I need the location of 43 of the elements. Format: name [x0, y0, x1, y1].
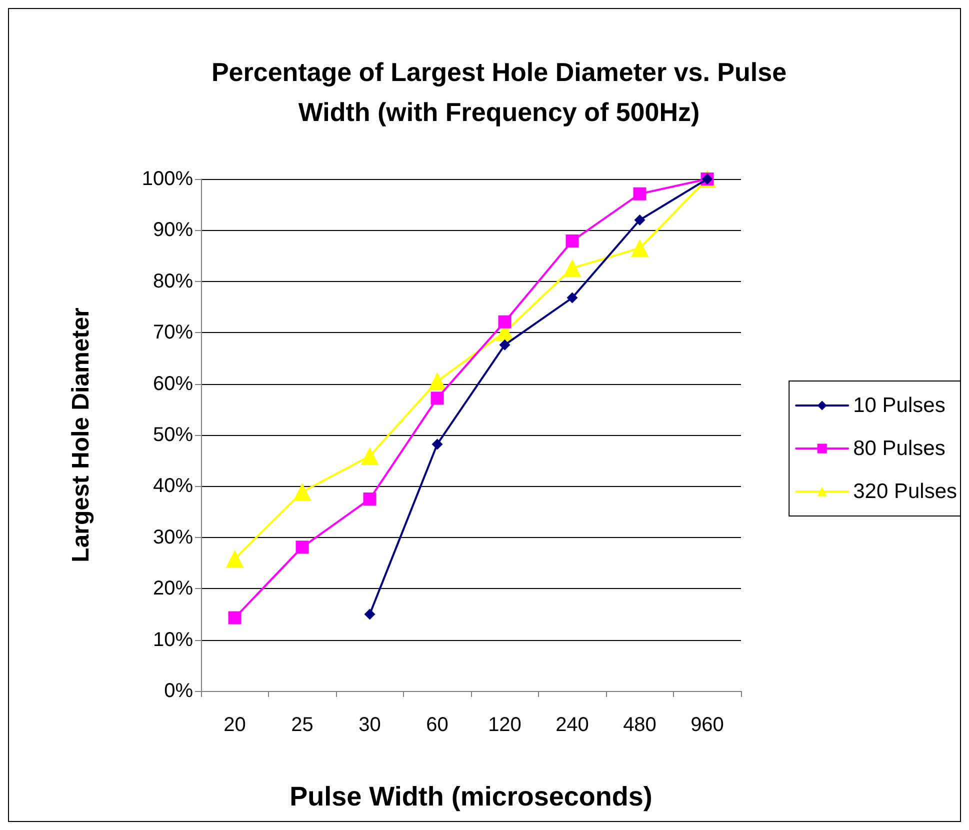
- y-tick-label: 60%: [152, 372, 194, 395]
- point: [226, 550, 244, 568]
- x-tick-label: 30: [358, 714, 381, 736]
- x-axis-title: Pulse Width (microseconds): [290, 782, 652, 812]
- point: [432, 438, 443, 450]
- x-tick-label: 960: [690, 714, 724, 736]
- y-tick-label: 0%: [164, 680, 194, 702]
- point: [630, 239, 649, 258]
- point: [499, 339, 510, 350]
- point: [430, 392, 444, 405]
- point: [498, 315, 512, 328]
- y-tick-label: 30%: [152, 526, 194, 548]
- point: [293, 482, 312, 501]
- point: [296, 540, 309, 554]
- chart-title: Percentage of Largest Hole Diameter vs. Pulse Width (with Frequency of 500Hz): [211, 57, 787, 127]
- y-tick-label: 70%: [152, 322, 194, 344]
- legend-label: 10 Pulses: [853, 394, 946, 417]
- x-tick-label: 480: [623, 714, 656, 736]
- y-axis-title: Largest Hole Diameter: [68, 308, 94, 562]
- x-tick-label: 120: [488, 714, 522, 736]
- x-tick-label: 240: [556, 714, 589, 736]
- y-tick-label: 20%: [152, 578, 194, 600]
- y-tick-label: 90%: [152, 219, 194, 242]
- x-tick-label: 60: [426, 714, 448, 736]
- y-tick-label: 100%: [142, 168, 194, 190]
- point: [563, 259, 582, 278]
- point: [360, 446, 379, 465]
- point: [566, 234, 579, 248]
- point: [566, 292, 578, 304]
- x-tick-label: 25: [291, 714, 314, 736]
- legend-label: 320 Pulses: [853, 480, 958, 503]
- y-tick-label: 50%: [152, 424, 194, 446]
- point: [633, 187, 646, 200]
- point: [363, 492, 376, 506]
- y-tick-label: 10%: [152, 628, 194, 651]
- point: [228, 611, 242, 624]
- y-tick-label: 40%: [152, 475, 194, 498]
- legend-label: 80 Pulses: [853, 437, 946, 460]
- point: [634, 214, 646, 226]
- point: [364, 608, 376, 620]
- x-tick-label: 20: [224, 714, 246, 736]
- y-tick-label: 80%: [152, 270, 194, 292]
- point: [428, 372, 446, 390]
